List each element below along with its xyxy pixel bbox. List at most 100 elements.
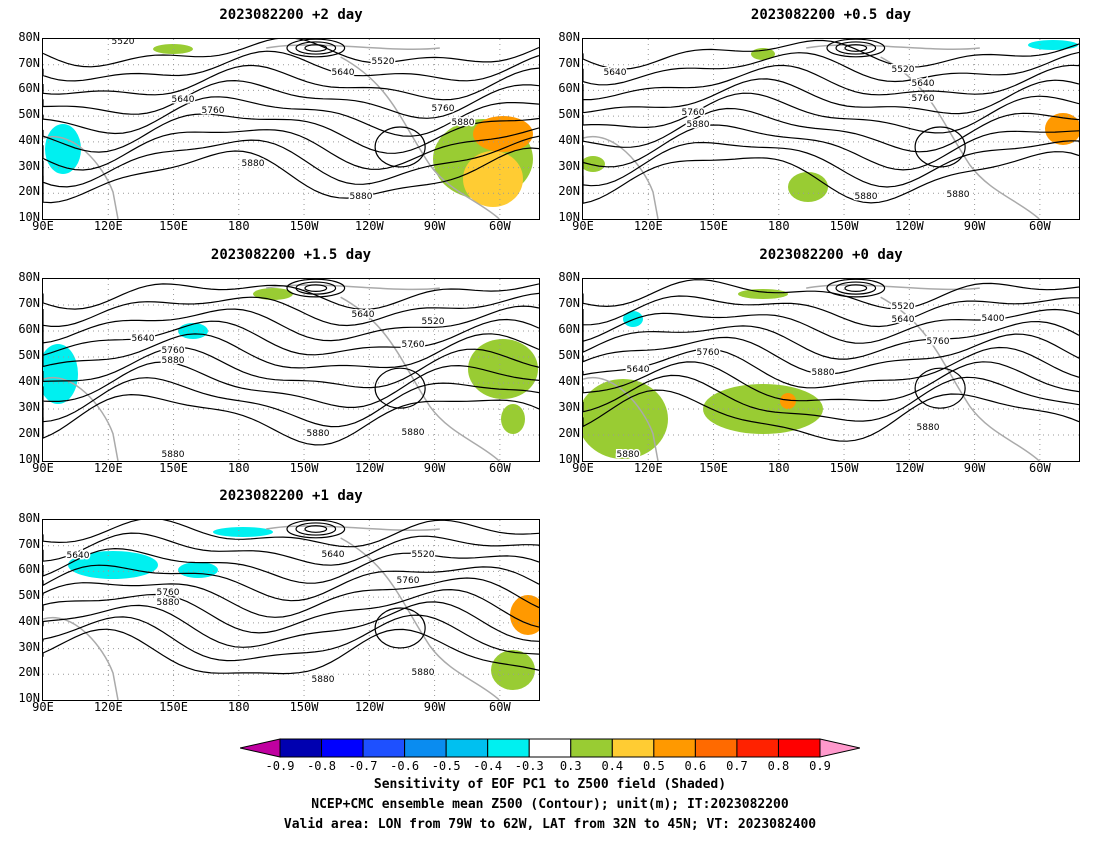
lat-tick-label: 20N (18, 184, 40, 199)
sensitivity-shading (510, 595, 539, 635)
contour-label: 5880 (947, 190, 970, 200)
contour-label: 5880 (350, 192, 373, 202)
lat-tick-label: 50N (18, 348, 40, 362)
lat-tick-label: 30N (18, 639, 40, 654)
colorbar-bin (404, 738, 447, 758)
colorbar-tick-label: -0.3 (514, 759, 544, 773)
lon-tick-label: 150W (829, 219, 859, 233)
z500-contour (583, 333, 1079, 375)
colorbar-tick-label: 0.5 (643, 759, 665, 773)
lon-tick-label: 90E (32, 219, 54, 233)
sensitivity-shading (253, 288, 293, 300)
sensitivity-shading (491, 650, 535, 690)
colorbar-bin (777, 738, 821, 758)
lon-tick-label: 150W (289, 219, 319, 233)
colorbar-bin (362, 738, 406, 758)
lon-tick-label: 180 (227, 219, 250, 233)
lon-tick-label: 120W (354, 700, 384, 714)
colorbar-bin (487, 738, 530, 758)
z500-contour (43, 346, 539, 389)
closed-high-contour (914, 367, 966, 409)
z500-contour (43, 520, 539, 548)
lon-tick-label: 120E (93, 700, 123, 714)
lon-tick-label: 60W (489, 461, 511, 475)
colorbar-tick-label: -0.9 (265, 759, 295, 773)
map-area: 5520 5640 5400 5640 5760 5760 5880 5880 5880 (582, 278, 1080, 462)
panel-title: 2023082200 +0 day (759, 247, 903, 263)
lat-tick-label: 80N (18, 270, 40, 284)
lon-tick-label: 150W (829, 461, 859, 475)
colorbar-lower-arrow (239, 738, 281, 758)
colorbar-bin (321, 738, 364, 758)
lat-tick-label: 40N (18, 132, 40, 147)
z500-contour (43, 113, 539, 154)
lon-tick-label: 90W (423, 219, 446, 233)
arctic-coastline (806, 44, 980, 50)
lat-tick-label: 20N (558, 426, 580, 440)
lat-tick-label: 70N (18, 296, 40, 310)
contour-label: 5880 (812, 368, 835, 378)
closed-low-contour (304, 44, 328, 52)
sensitivity-shading (738, 289, 788, 299)
z500-contour (583, 361, 1079, 402)
contour-label: 5760 (912, 94, 935, 104)
z500-contour (43, 79, 539, 119)
lat-tick-label: 40N (18, 374, 40, 388)
lat-tick-label: 60N (18, 562, 40, 577)
colorbar-upper-arrow (819, 738, 861, 758)
contour-label: 5880 (452, 118, 475, 128)
lat-tick-label: 70N (558, 296, 580, 310)
colorbar-bin (279, 738, 323, 758)
contour-label: 5880 (242, 159, 265, 169)
north-america-coastline (340, 56, 500, 219)
contour-label: 5880 (162, 356, 185, 366)
contour-label: 5520 (892, 65, 915, 75)
sensitivity-shading (583, 156, 605, 172)
sensitivity-shading (43, 344, 78, 404)
sensitivity-shading (68, 551, 158, 579)
contour-label: 5760 (697, 348, 720, 358)
sensitivity-shading (788, 172, 828, 202)
lat-tick-label: 40N (558, 132, 580, 147)
lat-tick-label: 60N (18, 322, 40, 336)
lon-tick-label: 90E (32, 700, 54, 714)
contour-label: 5880 (617, 450, 640, 460)
lat-tick-label: 70N (18, 55, 40, 70)
colorbar-bin (736, 738, 779, 758)
z500-contour (43, 532, 539, 566)
contour-label: 5640 (332, 68, 355, 78)
colorbar-bin (445, 738, 489, 758)
lat-tick-label: 50N (18, 588, 40, 603)
contour-label: 5880 (412, 668, 435, 678)
closed-low-contour (844, 284, 868, 293)
colorbar-tick-label: 0.8 (767, 759, 790, 773)
z500-contour (43, 305, 539, 344)
z500-contour (583, 124, 1079, 171)
contour-label: 5520 (112, 39, 135, 47)
contour-label: 5520 (892, 302, 915, 312)
lat-tick-label: 50N (558, 348, 580, 362)
lat-tick-label: 20N (558, 184, 580, 199)
sensitivity-shading (1028, 40, 1078, 50)
lon-tick-label: 150E (699, 219, 728, 233)
lat-tick-label: 10N (18, 691, 40, 705)
sensitivity-shading (1045, 113, 1079, 145)
z500-contour (43, 283, 539, 311)
lat-tick-label: 40N (558, 374, 580, 388)
colorbar-bin (570, 738, 613, 758)
lat-tick-label: 80N (558, 270, 580, 284)
arctic-coastline (266, 44, 440, 50)
z500-contour (43, 39, 539, 68)
contour-label: 5520 (412, 550, 435, 560)
colorbar-tick-label: 0.3 (559, 759, 582, 773)
lat-tick-label: 30N (18, 400, 40, 414)
contour-label: 5400 (982, 314, 1005, 324)
north-america-coastline (880, 56, 1040, 219)
colorbar-bin (528, 738, 572, 758)
closed-high-contour (374, 607, 426, 649)
lat-tick-label: 20N (18, 426, 40, 440)
contour-label: 5640 (604, 68, 627, 78)
sensitivity-shading (213, 527, 273, 537)
sensitivity-shading (780, 393, 796, 409)
z500-contour (43, 147, 539, 204)
